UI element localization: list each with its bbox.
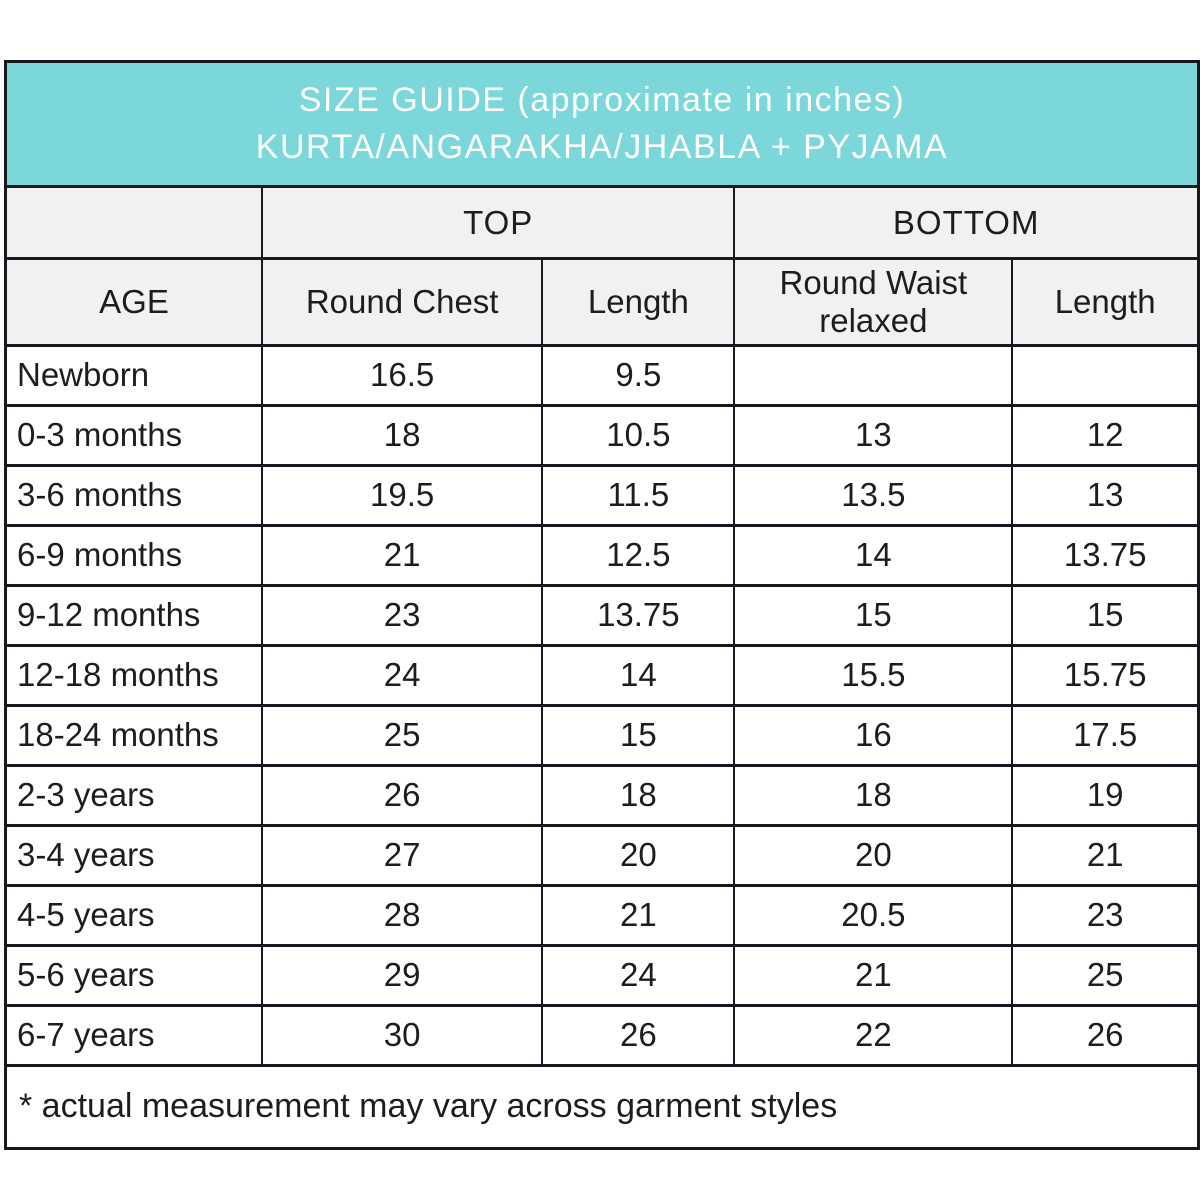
age-cell: 6-7 years (4, 1003, 263, 1067)
round-chest-cell: 29 (260, 943, 544, 1007)
round-chest-cell: 19.5 (260, 463, 544, 527)
bottom-length-cell: 19 (1011, 763, 1200, 827)
age-cell: 9-12 months (4, 583, 263, 647)
top-length-cell: 9.5 (541, 343, 736, 407)
bottom-length-cell: 13.75 (1011, 523, 1200, 587)
table-row: 6-7 years 30 26 22 26 (4, 1003, 1200, 1067)
top-length-cell: 13.75 (541, 583, 736, 647)
group-header-empty (4, 185, 263, 260)
table-row: 3-6 months 19.5 11.5 13.5 13 (4, 463, 1200, 527)
age-cell: 3-6 months (4, 463, 263, 527)
group-header-bottom: BOTTOM (733, 185, 1200, 260)
bottom-length-cell: 17.5 (1011, 703, 1200, 767)
round-chest-cell: 28 (260, 883, 544, 947)
bottom-length-cell: 26 (1011, 1003, 1200, 1067)
bottom-length-cell: 25 (1011, 943, 1200, 1007)
table-title: SIZE GUIDE (approximate in inches) KURTA… (4, 60, 1200, 188)
column-header-round-waist: Round Waist relaxed (733, 257, 1014, 347)
table-row: 6-9 months 21 12.5 14 13.75 (4, 523, 1200, 587)
round-waist-cell: 16 (733, 703, 1014, 767)
round-waist-cell: 22 (733, 1003, 1014, 1067)
table-row: 0-3 months 18 10.5 13 12 (4, 403, 1200, 467)
column-header-age: AGE (4, 257, 263, 347)
column-header-round-chest: Round Chest (260, 257, 544, 347)
age-cell: 0-3 months (4, 403, 263, 467)
top-length-cell: 21 (541, 883, 736, 947)
top-length-cell: 15 (541, 703, 736, 767)
table-row: 4-5 years 28 21 20.5 23 (4, 883, 1200, 947)
column-header-bottom-length: Length (1011, 257, 1200, 347)
round-waist-cell: 15 (733, 583, 1014, 647)
title-line-1: SIZE GUIDE (approximate in inches) (298, 81, 906, 119)
round-chest-cell: 30 (260, 1003, 544, 1067)
top-length-cell: 10.5 (541, 403, 736, 467)
round-waist-cell: 13.5 (733, 463, 1014, 527)
table-row: 18-24 months 25 15 16 17.5 (4, 703, 1200, 767)
round-chest-cell: 26 (260, 763, 544, 827)
bottom-length-cell: 13 (1011, 463, 1200, 527)
round-waist-cell: 20 (733, 823, 1014, 887)
round-chest-cell: 24 (260, 643, 544, 707)
top-length-cell: 11.5 (541, 463, 736, 527)
table-row: Newborn 16.5 9.5 (4, 343, 1200, 407)
round-chest-cell: 27 (260, 823, 544, 887)
age-cell: 3-4 years (4, 823, 263, 887)
size-guide-table: SIZE GUIDE (approximate in inches) KURTA… (4, 60, 1200, 1150)
round-chest-cell: 18 (260, 403, 544, 467)
column-header-top-length: Length (541, 257, 736, 347)
title-line-2: KURTA/ANGARAKHA/JHABLA + PYJAMA (255, 128, 949, 166)
age-cell: 4-5 years (4, 883, 263, 947)
age-cell: 2-3 years (4, 763, 263, 827)
age-cell: 18-24 months (4, 703, 263, 767)
page: SIZE GUIDE (approximate in inches) KURTA… (4, 60, 1200, 1150)
age-cell: 6-9 months (4, 523, 263, 587)
top-length-cell: 14 (541, 643, 736, 707)
round-waist-cell: 18 (733, 763, 1014, 827)
column-header-row: AGE Round Chest Length Round Waist relax… (4, 257, 1200, 347)
top-length-cell: 18 (541, 763, 736, 827)
bottom-length-cell: 21 (1011, 823, 1200, 887)
round-waist-cell: 20.5 (733, 883, 1014, 947)
bottom-length-cell: 15.75 (1011, 643, 1200, 707)
top-length-cell: 20 (541, 823, 736, 887)
round-waist-cell: 21 (733, 943, 1014, 1007)
table-row: 12-18 months 24 14 15.5 15.75 (4, 643, 1200, 707)
age-cell: Newborn (4, 343, 263, 407)
group-header-top: TOP (260, 185, 736, 260)
round-waist-cell (733, 343, 1014, 407)
bottom-length-cell: 12 (1011, 403, 1200, 467)
table-row: 5-6 years 29 24 21 25 (4, 943, 1200, 1007)
table-row: 9-12 months 23 13.75 15 15 (4, 583, 1200, 647)
table-row: 3-4 years 27 20 20 21 (4, 823, 1200, 887)
table-row: 2-3 years 26 18 18 19 (4, 763, 1200, 827)
group-header-row: TOP BOTTOM (4, 185, 1200, 260)
round-waist-cell: 14 (733, 523, 1014, 587)
bottom-length-cell (1011, 343, 1200, 407)
round-chest-cell: 23 (260, 583, 544, 647)
round-chest-cell: 25 (260, 703, 544, 767)
bottom-length-cell: 23 (1011, 883, 1200, 947)
round-waist-cell: 15.5 (733, 643, 1014, 707)
footnote: * actual measurement may vary across gar… (4, 1063, 1200, 1150)
bottom-length-cell: 15 (1011, 583, 1200, 647)
top-length-cell: 26 (541, 1003, 736, 1067)
top-length-cell: 12.5 (541, 523, 736, 587)
title-band: SIZE GUIDE (approximate in inches) KURTA… (4, 60, 1200, 188)
round-chest-cell: 16.5 (260, 343, 544, 407)
footnote-row: * actual measurement may vary across gar… (4, 1063, 1200, 1150)
age-cell: 5-6 years (4, 943, 263, 1007)
top-length-cell: 24 (541, 943, 736, 1007)
round-waist-cell: 13 (733, 403, 1014, 467)
age-cell: 12-18 months (4, 643, 263, 707)
round-chest-cell: 21 (260, 523, 544, 587)
